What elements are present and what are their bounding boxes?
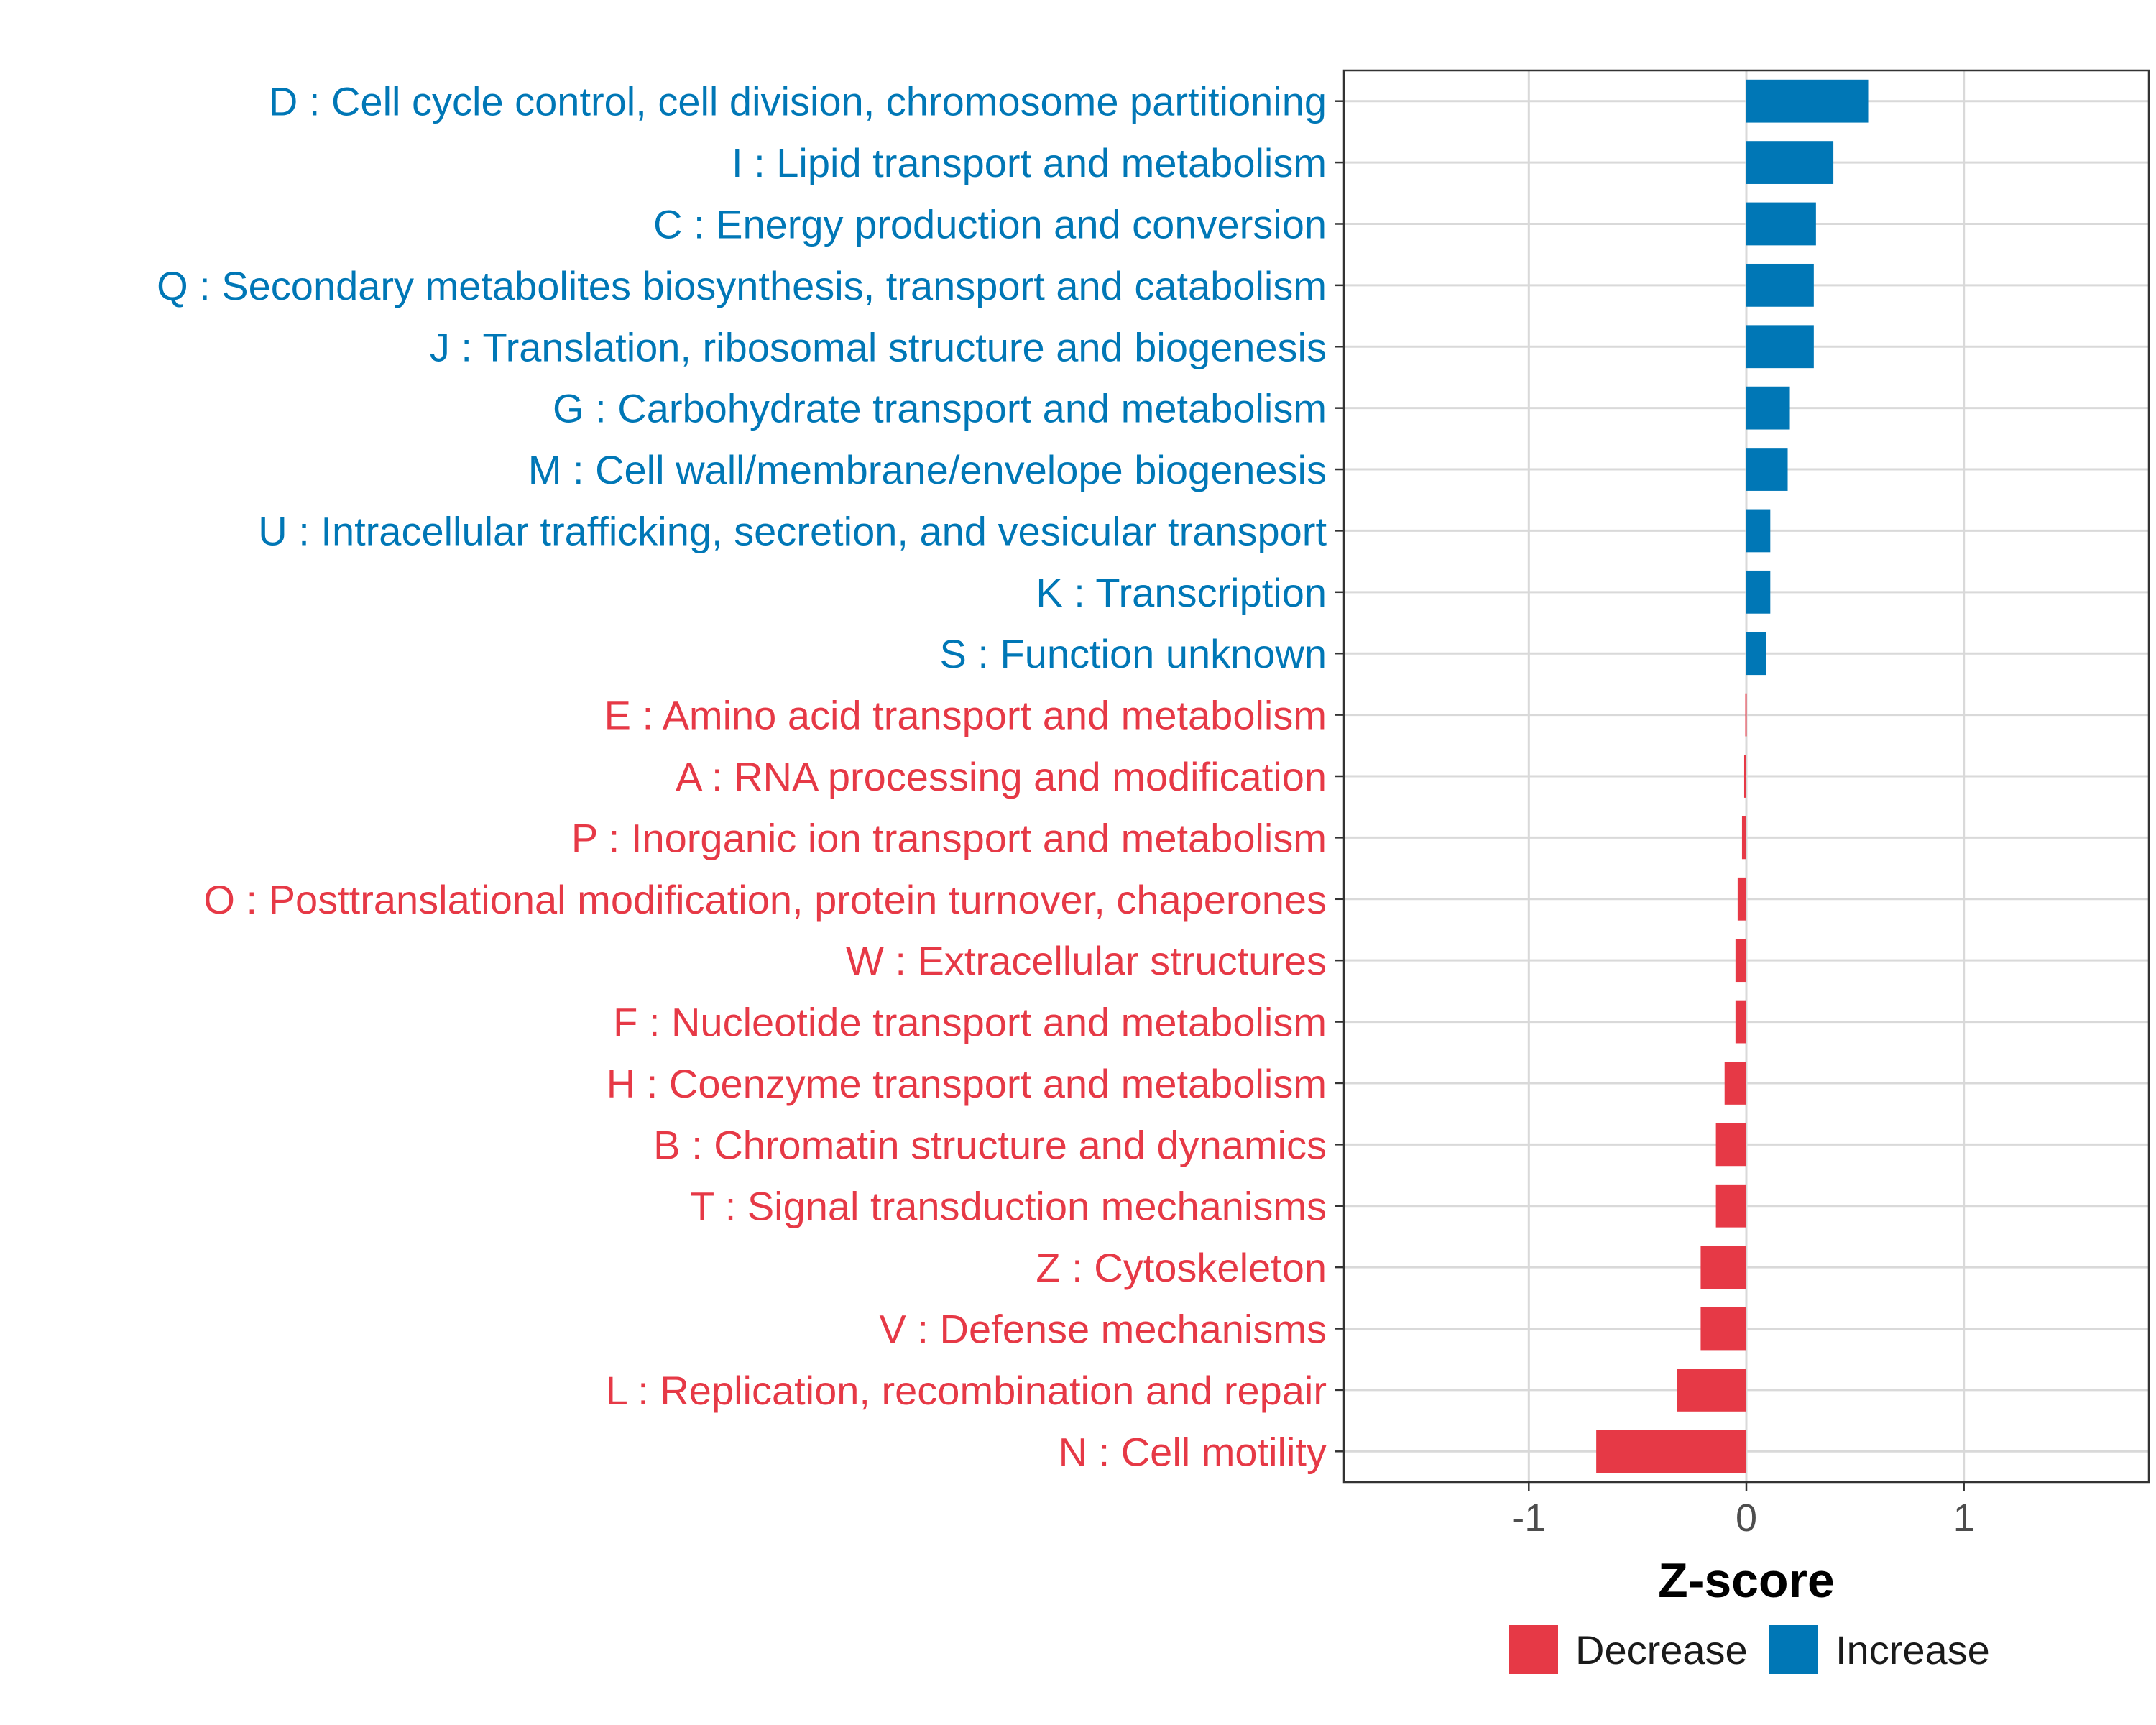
bar (1746, 570, 1771, 614)
bars-layer (1596, 79, 1869, 1473)
bar (1735, 1000, 1746, 1044)
bar (1746, 202, 1816, 246)
bar (1746, 448, 1788, 491)
category-label: V : Defense mechanisms (880, 1307, 1327, 1352)
category-label: O : Posttranslational modification, prot… (203, 877, 1327, 922)
category-label: E : Amino acid transport and metabolism (604, 693, 1327, 738)
x-axis-title: Z-score (1658, 1553, 1835, 1608)
category-label: K : Transcription (1036, 570, 1327, 615)
legend-label: Increase (1835, 1627, 1990, 1673)
category-label: N : Cell motility (1059, 1429, 1327, 1474)
category-label: J : Translation, ribosomal structure and… (430, 324, 1327, 369)
bar (1746, 386, 1790, 430)
x-axis: -1 0 1 (1511, 1482, 1975, 1540)
category-label: B : Chromatin structure and dynamics (653, 1122, 1327, 1167)
bar (1677, 1368, 1746, 1412)
bar (1746, 509, 1771, 553)
category-label: F : Nucleotide transport and metabolism (613, 1000, 1327, 1045)
category-label: Z : Cytoskeleton (1036, 1245, 1327, 1290)
legend-swatch-decrease (1509, 1625, 1558, 1674)
bar (1741, 816, 1746, 860)
category-label: W : Extracellular structures (846, 938, 1327, 983)
x-tick-label: -1 (1511, 1496, 1546, 1540)
category-label: Q : Secondary metabolites biosynthesis, … (157, 263, 1327, 308)
category-label: C : Energy production and conversion (653, 201, 1327, 247)
bar (1743, 755, 1746, 798)
bar (1746, 79, 1869, 123)
bar (1700, 1307, 1746, 1351)
category-label: D : Cell cycle control, cell division, c… (269, 79, 1327, 124)
bar (1746, 632, 1766, 676)
bar (1735, 939, 1746, 983)
bar (1715, 1123, 1746, 1167)
legend-label: Decrease (1575, 1627, 1748, 1673)
category-label: U : Intracellular trafficking, secretion… (258, 508, 1327, 553)
category-labels: D : Cell cycle control, cell division, c… (157, 79, 1344, 1474)
bar (1715, 1184, 1746, 1228)
bar (1746, 263, 1814, 307)
category-label: G : Carbohydrate transport and metabolis… (553, 386, 1327, 431)
bar (1746, 141, 1834, 184)
category-label: H : Coenzyme transport and metabolism (607, 1061, 1327, 1106)
category-label: M : Cell wall/membrane/envelope biogenes… (528, 447, 1327, 492)
bar (1745, 693, 1747, 737)
bar (1737, 877, 1746, 921)
category-label: L : Replication, recombination and repai… (606, 1368, 1327, 1413)
bar (1724, 1062, 1746, 1105)
category-label: P : Inorganic ion transport and metaboli… (571, 815, 1327, 860)
category-label: T : Signal transduction mechanisms (690, 1184, 1327, 1229)
legend-swatch-increase (1769, 1625, 1818, 1674)
x-tick-label: 1 (1953, 1496, 1975, 1540)
bar (1596, 1430, 1746, 1473)
category-label: I : Lipid transport and metabolism (732, 140, 1327, 185)
category-label: A : RNA processing and modification (676, 754, 1327, 799)
bar (1700, 1246, 1746, 1289)
legend: Decrease Increase (1509, 1625, 1990, 1674)
x-tick-label: 0 (1736, 1496, 1757, 1540)
bar (1746, 325, 1814, 369)
category-label: S : Function unknown (939, 631, 1327, 676)
